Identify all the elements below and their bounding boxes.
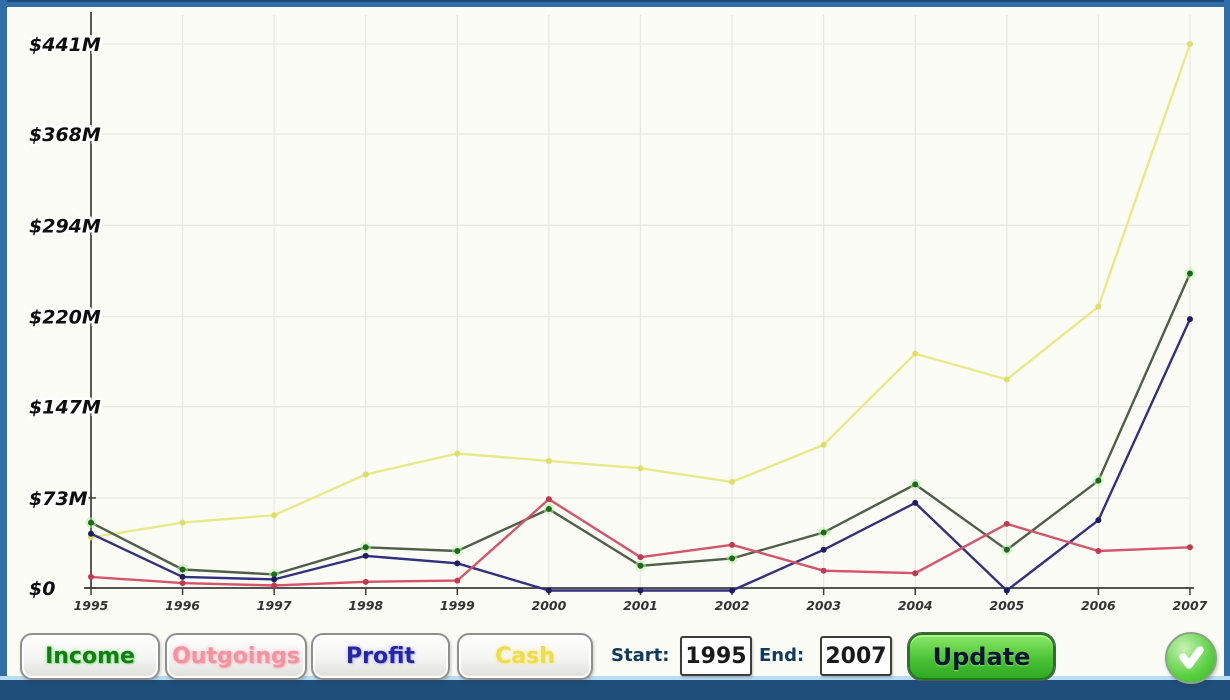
svg-text:2003: 2003 [806, 598, 841, 613]
update-button-label: Update [932, 642, 1031, 671]
start-year-label: Start: [611, 645, 670, 666]
end-year-input[interactable] [820, 636, 892, 676]
svg-text:2002: 2002 [715, 598, 750, 613]
check-icon [1179, 646, 1204, 669]
svg-text:$294M: $294M [29, 215, 101, 237]
profit-series-button[interactable]: Profit [311, 633, 450, 680]
chart-area: $0 $73M $147M $220M $294M $368M $441M 1995 1996 1… [7, 5, 1224, 627]
svg-text:1995: 1995 [74, 598, 109, 613]
start-year-input[interactable] [680, 636, 752, 676]
svg-text:1998: 1998 [348, 598, 383, 613]
profit-series-button-label: Profit [346, 644, 415, 669]
confirm-button[interactable] [1165, 632, 1217, 684]
cash-series-button-label: Cash [495, 644, 555, 669]
footer-accent-line [0, 676, 1230, 680]
svg-text:$220M: $220M [29, 307, 101, 329]
svg-text:1996: 1996 [165, 598, 200, 613]
svg-text:1997: 1997 [257, 598, 292, 613]
svg-text:2006: 2006 [1081, 598, 1116, 613]
end-year-label: End: [759, 645, 805, 666]
income-series-button[interactable]: Income [20, 633, 160, 680]
window-border-right [1224, 0, 1230, 680]
window-border-top [0, 0, 1230, 7]
svg-text:2007: 2007 [1173, 598, 1208, 613]
outgoings-series-button[interactable]: Outgoings [165, 633, 307, 680]
svg-text:$73M: $73M [29, 488, 88, 510]
svg-text:$441M: $441M [29, 34, 101, 56]
svg-text:$368M: $368M [29, 124, 101, 146]
update-button[interactable]: Update [907, 632, 1056, 681]
cash-series-button[interactable]: Cash [457, 633, 593, 680]
svg-text:$0: $0 [29, 578, 55, 600]
income-series-button-label: Income [45, 644, 135, 669]
svg-text:2005: 2005 [989, 598, 1024, 613]
outgoings-series-button-label: Outgoings [172, 644, 300, 669]
svg-text:2001: 2001 [623, 598, 658, 613]
svg-text:2004: 2004 [898, 598, 933, 613]
window-border-left [0, 0, 7, 680]
svg-text:$147M: $147M [29, 397, 101, 419]
footer-band [0, 680, 1230, 700]
svg-text:2000: 2000 [532, 598, 567, 613]
svg-text:1999: 1999 [440, 598, 475, 613]
finance-line-chart: $0 $73M $147M $220M $294M $368M $441M 1995 1996 1… [27, 12, 1208, 613]
